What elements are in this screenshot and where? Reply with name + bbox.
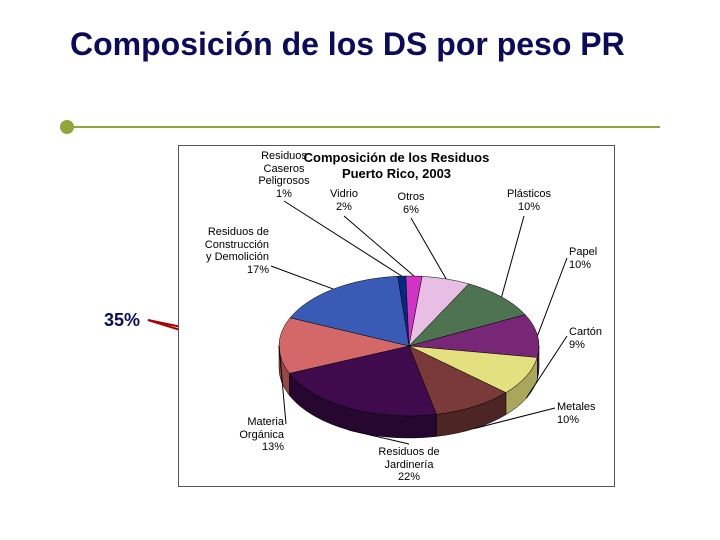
- slide-title: Composición de los DS por peso PR: [70, 25, 625, 63]
- label-jardineria: Residuos de Jardinería 22%: [364, 446, 454, 484]
- label-otros: Otros 6%: [391, 191, 431, 216]
- label-carton: Cartón 9%: [569, 326, 611, 351]
- label-papel: Papel 10%: [569, 246, 609, 271]
- slide: Composición de los DS por peso PR 35% Co…: [0, 0, 720, 540]
- label-peligrosos: Residuos Caseros Peligrosos 1%: [249, 150, 319, 201]
- label-vidrio: Vidrio 2%: [324, 188, 364, 213]
- chart-container: Composición de los Residuos Puerto Rico,…: [178, 145, 615, 487]
- title-underline: [60, 122, 660, 132]
- label-plasticos: Plásticos 10%: [499, 188, 559, 213]
- label-organica: Materia Orgánica 13%: [224, 416, 284, 454]
- label-construccion: Residuos de Construcción y Demolición 17…: [179, 226, 269, 277]
- annotation-35: 35%: [104, 310, 140, 331]
- label-metales: Metales 10%: [557, 401, 607, 426]
